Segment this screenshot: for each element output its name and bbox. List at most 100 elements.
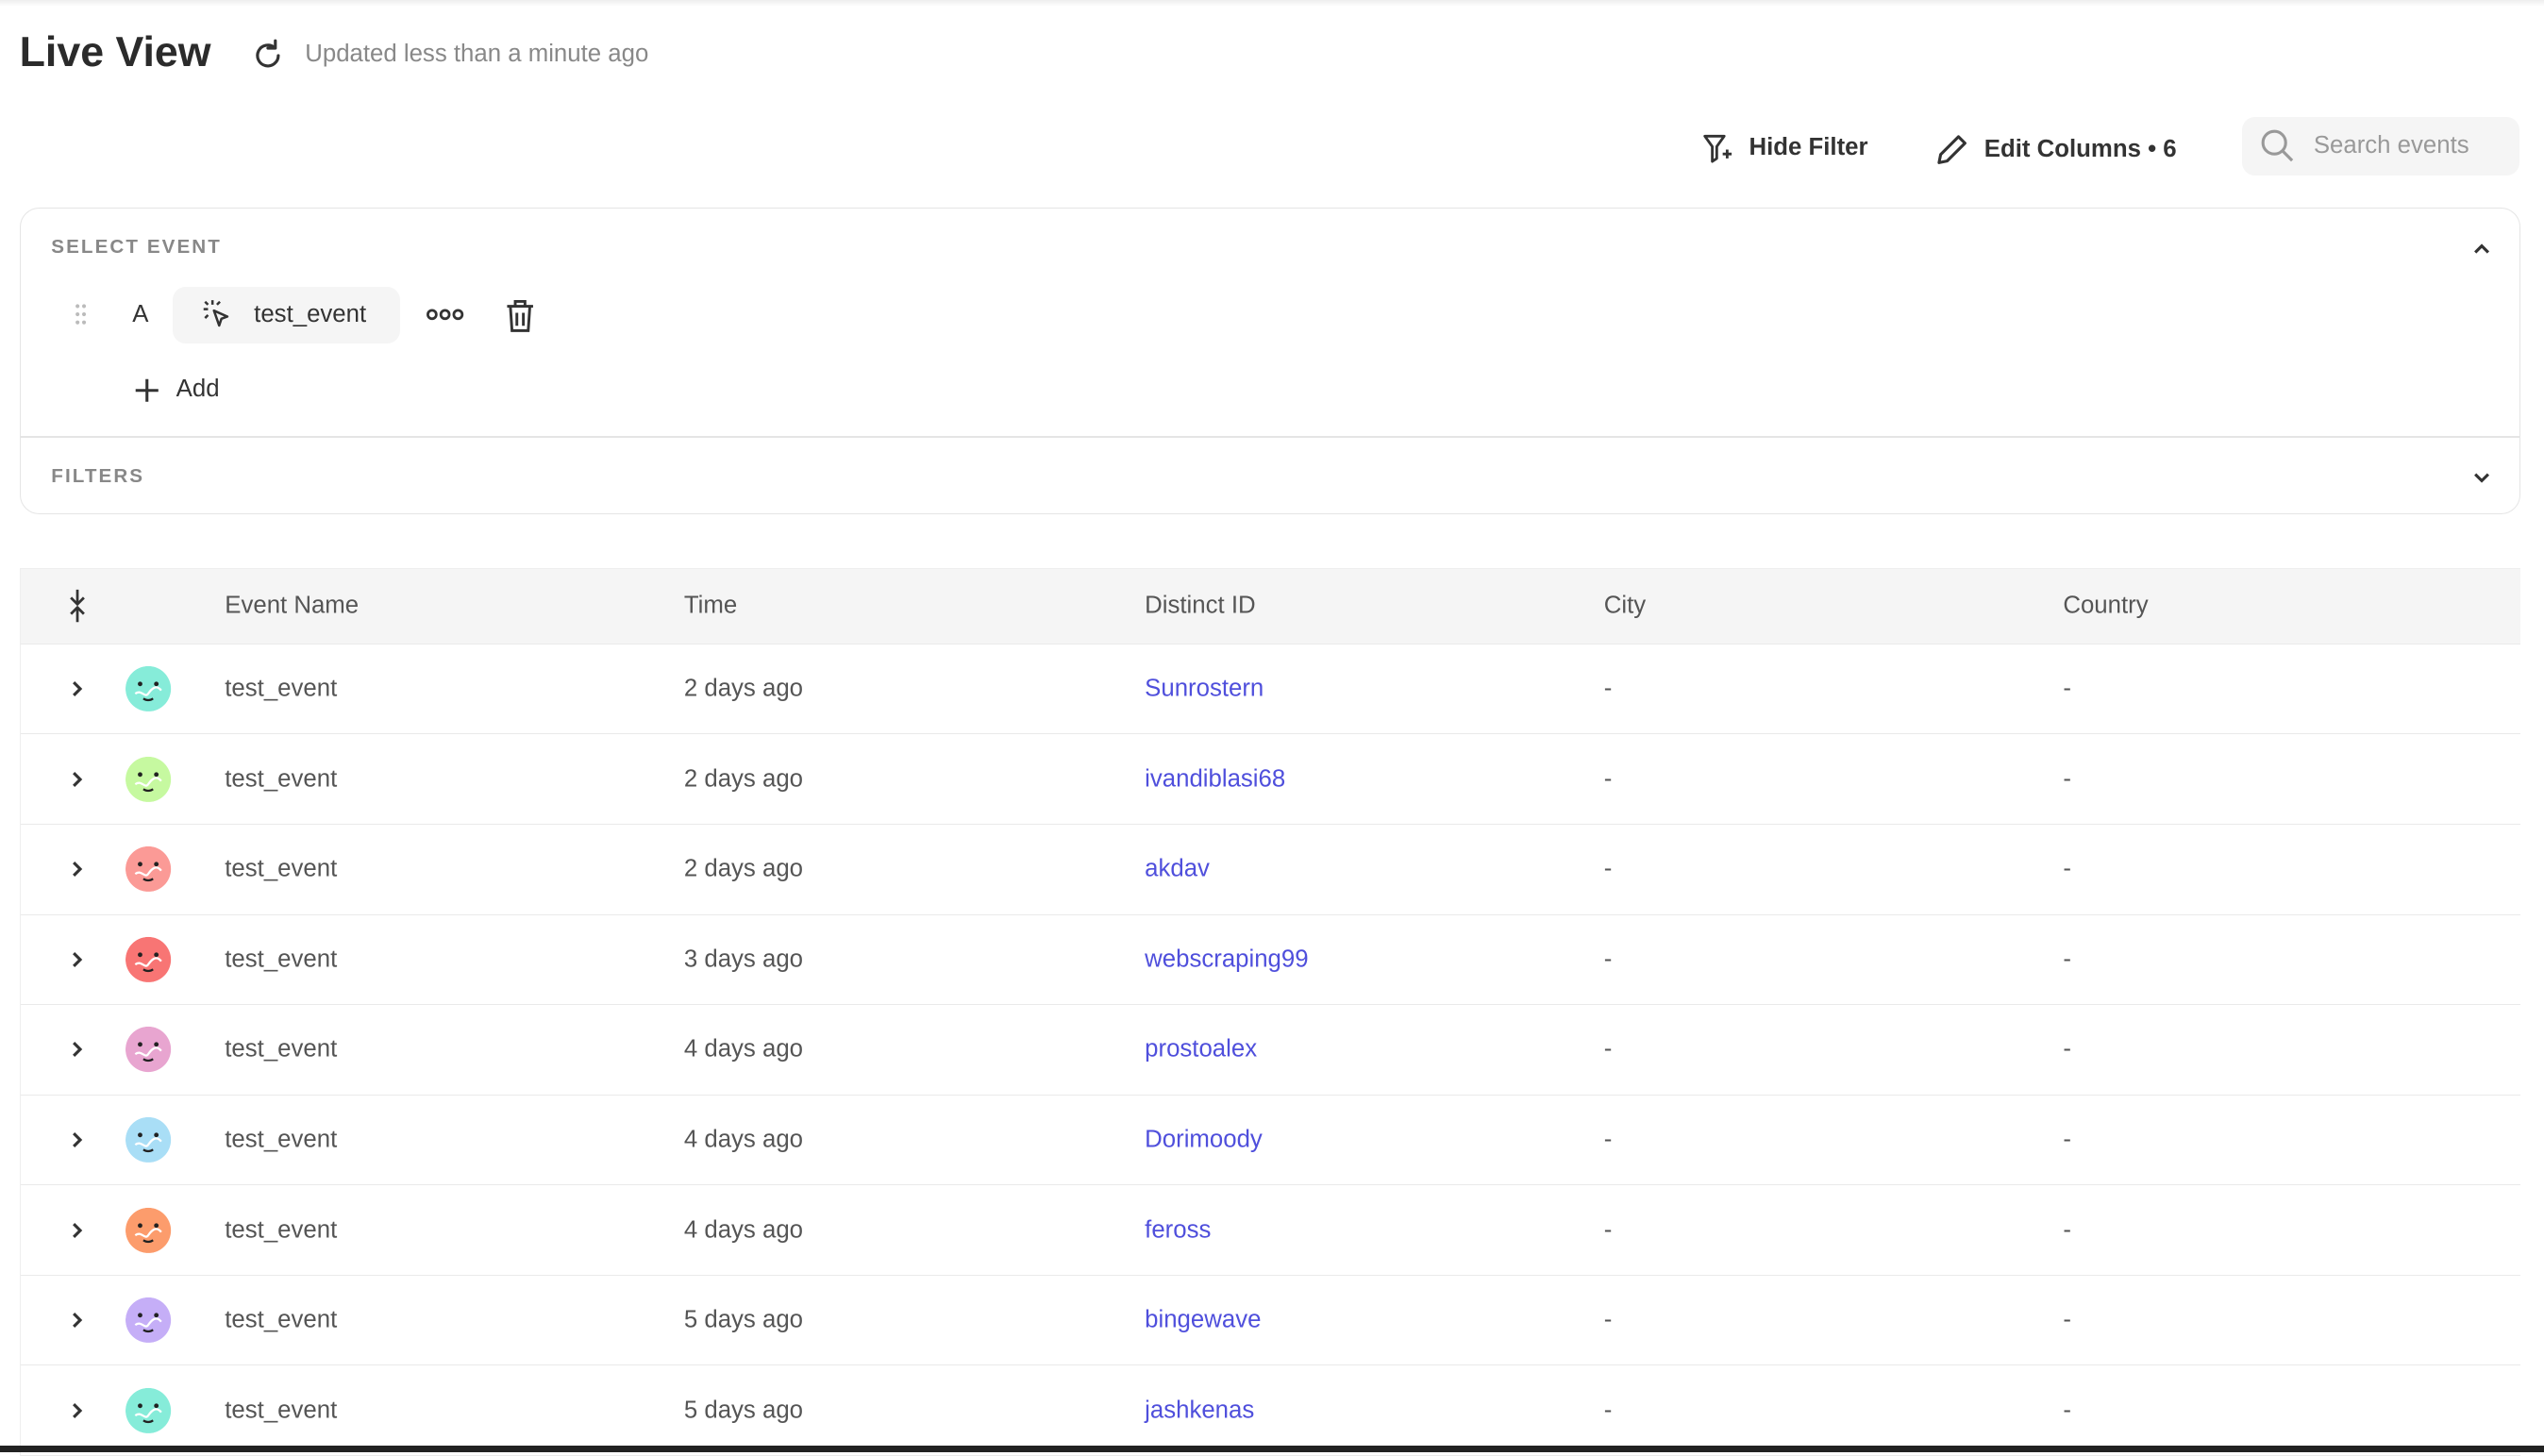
event-name-cell: test_event (225, 855, 338, 882)
expand-row-icon[interactable] (69, 1311, 85, 1330)
table-row[interactable]: test_event 2 days ago Sunrostern - - (20, 644, 2521, 735)
edit-columns-label: Edit Columns • 6 (1983, 135, 2177, 162)
event-name-cell: test_event (225, 675, 338, 702)
country-cell: - (2063, 1306, 2071, 1333)
distinct-id-link[interactable]: Dorimoody (1145, 1126, 1263, 1153)
expand-row-icon[interactable] (69, 950, 85, 970)
distinct-id-link[interactable]: ivandiblasi68 (1145, 765, 1286, 793)
drag-handle-icon[interactable] (73, 303, 89, 326)
time-cell: 4 days ago (683, 1126, 803, 1153)
table-row[interactable]: test_event 4 days ago feross - - (20, 1185, 2521, 1276)
updated-status: Updated less than a minute ago (305, 40, 649, 67)
city-cell: - (1603, 1035, 1613, 1063)
hide-filter-button[interactable]: Hide Filter (1700, 130, 1868, 166)
more-options-icon[interactable] (426, 305, 464, 325)
expand-row-icon[interactable] (69, 1220, 85, 1240)
avatar (126, 1387, 172, 1433)
event-letter: A (132, 301, 149, 328)
distinct-id-link[interactable]: webscraping99 (1145, 946, 1309, 973)
city-cell: - (1603, 1216, 1613, 1244)
time-cell: 5 days ago (683, 1306, 803, 1333)
event-chip-label: test_event (254, 301, 367, 328)
city-cell: - (1603, 1126, 1613, 1153)
table-row[interactable]: test_event 5 days ago bingewave - - (20, 1276, 2521, 1366)
expand-row-icon[interactable] (69, 1400, 85, 1420)
city-cell: - (1603, 675, 1613, 702)
distinct-id-link[interactable]: akdav (1145, 855, 1210, 882)
search-input[interactable] (2310, 130, 2496, 161)
column-header-country[interactable]: Country (2063, 592, 2149, 619)
add-event-button[interactable]: Add (176, 376, 220, 403)
panel-divider (20, 435, 2519, 438)
expand-row-icon[interactable] (69, 860, 85, 879)
avatar (126, 936, 172, 982)
column-header-event-name[interactable]: Event Name (225, 592, 360, 619)
table-row[interactable]: test_event 4 days ago Dorimoody - - (20, 1096, 2521, 1186)
time-cell: 2 days ago (683, 855, 803, 882)
avatar (126, 1116, 172, 1163)
city-cell: - (1603, 1397, 1613, 1424)
bottom-bar (0, 1445, 2544, 1452)
page-title: Live View (19, 28, 211, 75)
click-cursor-icon (203, 299, 228, 326)
country-cell: - (2063, 765, 2071, 793)
time-cell: 2 days ago (683, 765, 803, 793)
events-table: Event Name Time Distinct ID City Country… (19, 567, 2521, 1456)
distinct-id-link[interactable]: prostoalex (1145, 1035, 1258, 1063)
pencil-icon (1937, 134, 1967, 164)
country-cell: - (2063, 1035, 2071, 1063)
country-cell: - (2063, 675, 2071, 702)
expand-row-icon[interactable] (69, 679, 85, 699)
refresh-icon[interactable] (250, 38, 286, 74)
time-cell: 4 days ago (683, 1216, 803, 1244)
city-cell: - (1603, 1306, 1613, 1333)
search-box[interactable] (2242, 116, 2520, 176)
expand-row-icon[interactable] (69, 1130, 85, 1150)
event-name-cell: test_event (225, 1126, 338, 1153)
city-cell: - (1603, 946, 1613, 973)
top-shadow (0, 0, 2544, 7)
table-row[interactable]: test_event 5 days ago jashkenas - - (20, 1365, 2521, 1456)
filter-plus-icon (1703, 134, 1732, 163)
country-cell: - (2063, 1216, 2071, 1244)
country-cell: - (2063, 946, 2071, 973)
filters-label: FILTERS (51, 464, 145, 487)
distinct-id-link[interactable]: jashkenas (1145, 1397, 1255, 1424)
collapse-all-icon[interactable] (66, 588, 89, 624)
chevron-down-icon[interactable] (2470, 466, 2493, 489)
table-row[interactable]: test_event 2 days ago ivandiblasi68 - - (20, 734, 2521, 825)
hide-filter-label: Hide Filter (1749, 133, 1868, 160)
column-header-city[interactable]: City (1603, 592, 1647, 619)
event-name-cell: test_event (225, 1306, 338, 1333)
table-header: Event Name Time Distinct ID City Country (20, 568, 2521, 644)
distinct-id-link[interactable]: Sunrostern (1145, 675, 1264, 702)
table-row[interactable]: test_event 3 days ago webscraping99 - - (20, 915, 2521, 1006)
column-header-time[interactable]: Time (683, 592, 738, 619)
table-row[interactable]: test_event 2 days ago akdav - - (20, 825, 2521, 915)
plus-icon (135, 378, 159, 402)
city-cell: - (1603, 765, 1613, 793)
trash-icon[interactable] (504, 298, 536, 334)
avatar (126, 1027, 172, 1073)
event-chip[interactable]: test_event (173, 286, 400, 343)
column-header-distinct-id[interactable]: Distinct ID (1145, 592, 1256, 619)
search-icon (2262, 129, 2294, 162)
edit-columns-button[interactable]: Edit Columns • 6 (1933, 130, 2177, 169)
country-cell: - (2063, 1126, 2071, 1153)
avatar (126, 1207, 172, 1253)
expand-row-icon[interactable] (69, 1040, 85, 1060)
distinct-id-link[interactable]: bingewave (1145, 1306, 1262, 1333)
time-cell: 5 days ago (683, 1397, 803, 1424)
table-row[interactable]: test_event 4 days ago prostoalex - - (20, 1005, 2521, 1096)
avatar (126, 666, 172, 712)
event-name-cell: test_event (225, 1397, 338, 1424)
chevron-up-icon[interactable] (2470, 238, 2493, 260)
time-cell: 2 days ago (683, 675, 803, 702)
country-cell: - (2063, 1397, 2071, 1424)
expand-row-icon[interactable] (69, 769, 85, 789)
event-name-cell: test_event (225, 765, 338, 793)
city-cell: - (1603, 855, 1613, 882)
event-name-cell: test_event (225, 946, 338, 973)
distinct-id-link[interactable]: feross (1145, 1216, 1212, 1244)
event-name-cell: test_event (225, 1035, 338, 1063)
